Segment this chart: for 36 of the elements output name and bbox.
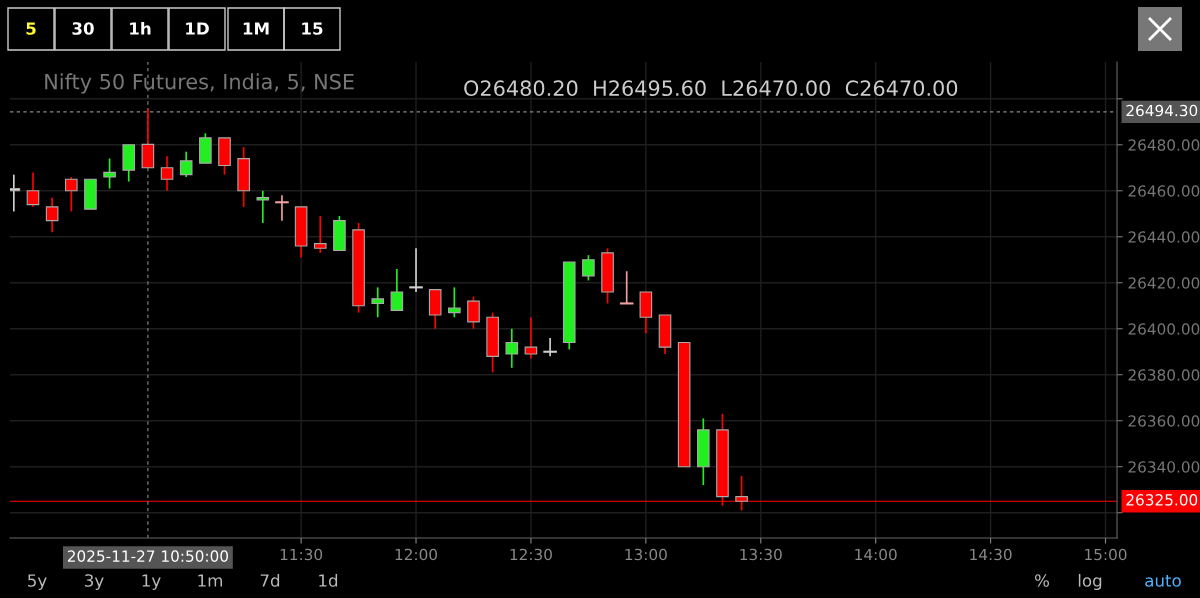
x-tick-label: 12:00	[395, 548, 438, 561]
text: 15	[302, 22, 323, 35]
annotation: O26480.20 H26495.60 L26470.00 C26470.00	[464, 80, 958, 97]
x-tick-label: 15:00	[1085, 548, 1127, 561]
ref-line-label: 26325.00	[1126, 494, 1198, 506]
y-tick-label: 26420.00	[1128, 277, 1200, 289]
text: 1d	[319, 573, 338, 587]
text: 1D	[186, 22, 209, 35]
text: %	[1035, 574, 1049, 587]
text: 5y	[28, 574, 47, 591]
text: 1h	[130, 21, 151, 35]
y-tick-label: 26400.00	[1128, 323, 1200, 335]
y-tick-label: 26480.00	[1128, 139, 1200, 151]
ref-line-label: 26494.30	[1126, 104, 1198, 117]
text: log	[1078, 573, 1102, 591]
y-tick-label: 26460.00	[1128, 185, 1200, 197]
text: 30	[72, 22, 94, 35]
y-tick-label: 26340.00	[1128, 461, 1200, 473]
text: 7d	[260, 573, 280, 587]
text: Nifty 50 Futures, India, 5, NSE	[45, 73, 354, 94]
text: 1m	[198, 574, 222, 587]
x-tick-label: 13:00	[625, 548, 667, 561]
text: 1M	[243, 22, 269, 35]
text: 5	[26, 22, 36, 35]
ref-line-label: 2025-11-27 10:50:00	[67, 550, 229, 562]
x-tick-label: 14:30	[970, 548, 1012, 561]
x-tick-label: 11:30	[280, 548, 323, 561]
x-tick-label: 14:00	[855, 548, 897, 561]
x-tick-label: 13:30	[740, 548, 782, 561]
text: 1y	[142, 574, 161, 591]
x-tick-label: 12:30	[510, 548, 552, 561]
text: auto	[1145, 574, 1181, 587]
y-tick-label: 26440.00	[1128, 231, 1200, 243]
text: 3y	[85, 574, 104, 591]
y-tick-label: 26380.00	[1128, 369, 1200, 381]
y-tick-label: 26360.00	[1128, 415, 1200, 427]
